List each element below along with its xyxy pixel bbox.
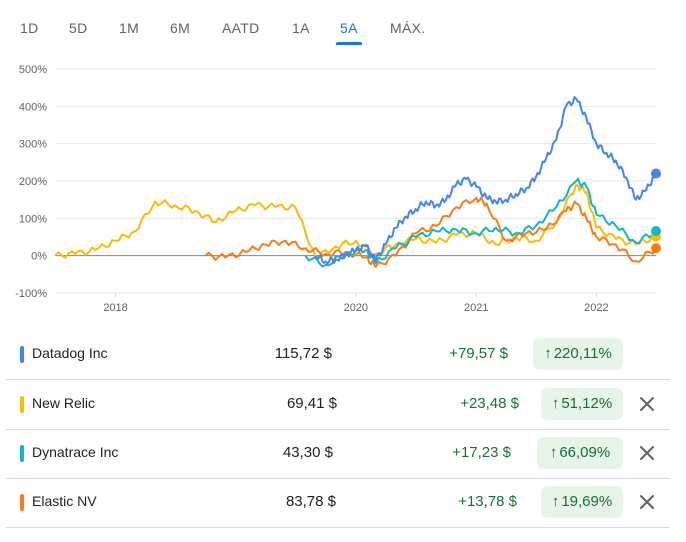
stock-name: Datadog Inc [32, 345, 108, 361]
row-divider [6, 379, 670, 380]
y-axis-labels: 500% 400% 300% 200% 100% 0% -100% [15, 64, 47, 300]
price-change: +79,57 $ [449, 345, 508, 362]
stock-price: 69,41 $ [286, 395, 337, 412]
series-line-datadog-inc [314, 96, 657, 265]
y-tick-label: 200% [19, 176, 47, 188]
series-endpoint-datadog-inc [651, 168, 661, 179]
x-tick-label: 2020 [344, 302, 368, 314]
x-tick-label: 2022 [584, 302, 608, 314]
x-tick-label: 2021 [464, 302, 488, 314]
price-change: +13,78 $ [458, 493, 517, 510]
table-row[interactable]: Dynatrace Inc 43,30 $ +17,23 $ ↑ 66,09% [0, 429, 686, 478]
close-icon[interactable] [636, 491, 658, 513]
series-color-swatch [20, 494, 24, 511]
endpoint-markers [651, 168, 661, 254]
arrow-up-icon: ↑ [544, 345, 552, 362]
percent-change-badge: ↑ 220,11% [533, 338, 623, 370]
series-line-dynatrace-inc [304, 177, 657, 268]
y-tick-label: 400% [19, 101, 47, 113]
x-axis-labels: 2018 2020 2021 2022 [103, 293, 609, 314]
series-endpoint-elastic-nv [651, 243, 661, 254]
x-tick-label: 2018 [103, 302, 127, 314]
grid-layer [55, 68, 656, 294]
y-tick-label: 0% [31, 251, 47, 263]
series-color-swatch [20, 396, 24, 413]
series-endpoint-dynatrace-inc [651, 226, 661, 237]
close-icon[interactable] [636, 393, 658, 415]
y-tick-label: 300% [19, 139, 47, 151]
table-row[interactable]: New Relic 69,41 $ +23,48 $ ↑ 51,12% [0, 380, 686, 429]
percent-change-badge: ↑ 66,09% [537, 437, 623, 469]
stock-name: Elastic NV [32, 493, 97, 509]
stock-name: New Relic [32, 395, 96, 411]
tab-aatd[interactable]: AATD [222, 20, 260, 36]
range-tabs: 1D 5D 1M 6M AATD 1A 5A MÁX. [0, 0, 686, 48]
series-color-swatch [20, 445, 24, 462]
table-row[interactable]: Datadog Inc 115,72 $ +79,57 $ ↑ 220,11% [0, 330, 686, 379]
y-tick-label: -100% [15, 288, 47, 300]
stock-name: Dynatrace Inc [32, 444, 119, 460]
tab-1m[interactable]: 1M [119, 20, 140, 36]
series-line-elastic-nv [204, 196, 657, 268]
table-row[interactable]: Elastic NV 83,78 $ +13,78 $ ↑ 19,69% [0, 478, 686, 527]
comparison-chart[interactable]: 500% 400% 300% 200% 100% 0% -100% 2018 2020 2021… [0, 52, 686, 320]
percent-change: 51,12% [561, 395, 613, 412]
y-tick-label: 100% [19, 213, 47, 225]
row-divider [6, 527, 670, 528]
price-change: +17,23 $ [452, 444, 511, 461]
percent-change-badge: ↑ 51,12% [541, 388, 623, 420]
series-layer [54, 96, 657, 268]
tab-1d[interactable]: 1D [20, 20, 39, 36]
stock-price: 43,30 $ [282, 444, 333, 461]
tab-1a[interactable]: 1A [292, 20, 310, 36]
percent-change: 66,09% [559, 444, 611, 461]
row-divider [6, 429, 670, 430]
percent-change-badge: ↑ 19,69% [541, 486, 623, 518]
series-color-swatch [20, 346, 24, 363]
tab-5d[interactable]: 5D [69, 20, 88, 36]
tab-5a[interactable]: 5A [340, 20, 358, 36]
active-tab-indicator [336, 42, 362, 45]
percent-change: 220,11% [553, 345, 612, 362]
price-change: +23,48 $ [460, 395, 519, 412]
percent-change: 19,69% [561, 493, 613, 510]
tab-max[interactable]: MÁX. [390, 20, 426, 36]
y-tick-label: 500% [19, 64, 47, 76]
arrow-up-icon: ↑ [551, 395, 560, 412]
stock-price: 83,78 $ [285, 493, 336, 510]
stock-price: 115,72 $ [274, 345, 332, 362]
close-icon[interactable] [636, 442, 658, 464]
arrow-up-icon: ↑ [549, 444, 558, 461]
row-divider [6, 478, 670, 479]
arrow-up-icon: ↑ [551, 493, 560, 510]
series-line-new-relic [54, 183, 657, 259]
tab-6m[interactable]: 6M [170, 20, 191, 36]
